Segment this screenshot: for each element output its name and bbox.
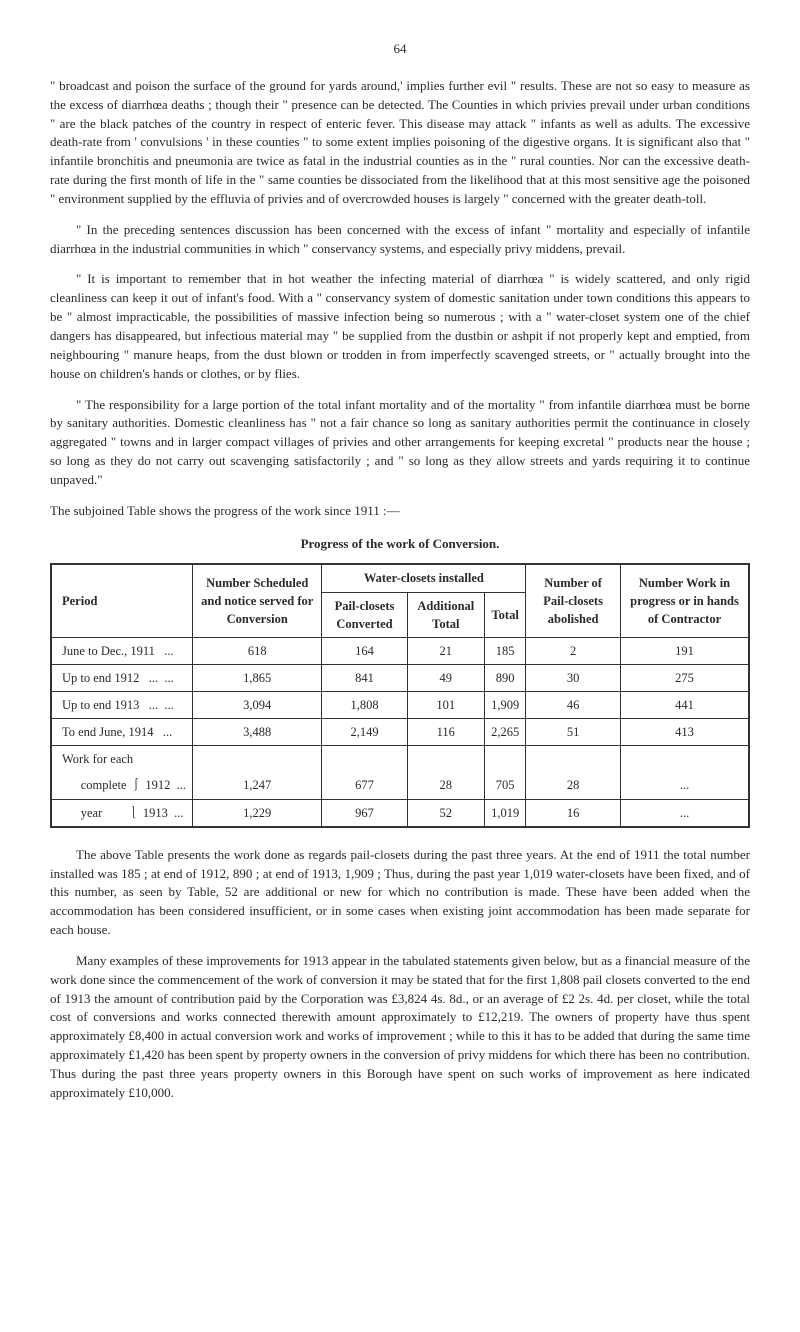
table-cell: 52 bbox=[407, 799, 485, 827]
table-cell: 1,247 bbox=[192, 772, 322, 799]
table-row: complete ⎰ 1912 ...1,2476772870528... bbox=[51, 772, 749, 799]
table-cell bbox=[407, 746, 485, 773]
th-work-in-progress: Number Work in progress or in hands of C… bbox=[621, 564, 749, 637]
paragraph-4: " The responsibility for a large portion… bbox=[50, 396, 750, 490]
table-cell: 21 bbox=[407, 637, 485, 664]
table-cell: 1,909 bbox=[485, 692, 526, 719]
table-row: year ⎱ 1913 ...1,229967521,01916... bbox=[51, 799, 749, 827]
table-row: Up to end 1913 ... ...3,0941,8081011,909… bbox=[51, 692, 749, 719]
paragraph-2: " In the preceding sentences discussion … bbox=[50, 221, 750, 259]
table-cell: 890 bbox=[485, 664, 526, 691]
th-period: Period bbox=[51, 564, 192, 637]
th-additional-total: Additional Total bbox=[407, 592, 485, 637]
table-cell: 116 bbox=[407, 719, 485, 746]
table-cell: 16 bbox=[526, 799, 621, 827]
table-cell: 618 bbox=[192, 637, 322, 664]
table-cell: 28 bbox=[526, 772, 621, 799]
table-row: Work for each bbox=[51, 746, 749, 773]
table-cell: 1,019 bbox=[485, 799, 526, 827]
table-cell: 841 bbox=[322, 664, 407, 691]
paragraph-7: Many examples of these improvements for … bbox=[50, 952, 750, 1103]
th-total: Total bbox=[485, 592, 526, 637]
table-cell: 441 bbox=[621, 692, 749, 719]
table-cell: 1,865 bbox=[192, 664, 322, 691]
table-cell: 2,265 bbox=[485, 719, 526, 746]
paragraph-6: The above Table presents the work done a… bbox=[50, 846, 750, 940]
table-row: To end June, 1914 ...3,4882,1491162,2655… bbox=[51, 719, 749, 746]
th-pail-abolished: Number of Pail-closets abolished bbox=[526, 564, 621, 637]
table-cell: Work for each bbox=[51, 746, 192, 773]
table-cell: June to Dec., 1911 ... bbox=[51, 637, 192, 664]
table-cell: 185 bbox=[485, 637, 526, 664]
table-cell: 2 bbox=[526, 637, 621, 664]
table-cell: 1,229 bbox=[192, 799, 322, 827]
th-pail-converted: Pail-closets Converted bbox=[322, 592, 407, 637]
table-cell: 164 bbox=[322, 637, 407, 664]
table-cell: 705 bbox=[485, 772, 526, 799]
table-cell: 967 bbox=[322, 799, 407, 827]
table-cell: 191 bbox=[621, 637, 749, 664]
table-title: Progress of the work of Conversion. bbox=[50, 535, 750, 554]
table-row: Up to end 1912 ... ...1,8658414989030275 bbox=[51, 664, 749, 691]
table-cell bbox=[621, 746, 749, 773]
paragraph-1: " broadcast and poison the surface of th… bbox=[50, 77, 750, 209]
table-cell: ... bbox=[621, 772, 749, 799]
th-scheduled: Number Scheduled and notice served for C… bbox=[192, 564, 322, 637]
paragraph-3: " It is important to remember that in ho… bbox=[50, 270, 750, 383]
table-cell: complete ⎰ 1912 ... bbox=[51, 772, 192, 799]
table-cell bbox=[485, 746, 526, 773]
table-cell: To end June, 1914 ... bbox=[51, 719, 192, 746]
table-cell: 28 bbox=[407, 772, 485, 799]
table-cell: ... bbox=[621, 799, 749, 827]
table-cell: 51 bbox=[526, 719, 621, 746]
table-cell: 2,149 bbox=[322, 719, 407, 746]
table-cell: 46 bbox=[526, 692, 621, 719]
table-cell: 30 bbox=[526, 664, 621, 691]
table-cell: 677 bbox=[322, 772, 407, 799]
conversion-table: Period Number Scheduled and notice serve… bbox=[50, 563, 750, 827]
table-cell: 275 bbox=[621, 664, 749, 691]
page-number: 64 bbox=[50, 40, 750, 59]
table-cell: 3,094 bbox=[192, 692, 322, 719]
table-cell: Up to end 1912 ... ... bbox=[51, 664, 192, 691]
paragraph-5: The subjoined Table shows the progress o… bbox=[50, 502, 750, 521]
table-cell: 3,488 bbox=[192, 719, 322, 746]
table-cell: Up to end 1913 ... ... bbox=[51, 692, 192, 719]
table-cell: 413 bbox=[621, 719, 749, 746]
table-cell: year ⎱ 1913 ... bbox=[51, 799, 192, 827]
table-row: June to Dec., 1911 ...618164211852191 bbox=[51, 637, 749, 664]
table-cell bbox=[526, 746, 621, 773]
table-cell: 49 bbox=[407, 664, 485, 691]
table-cell: 101 bbox=[407, 692, 485, 719]
th-wc-installed: Water-closets installed bbox=[322, 564, 526, 592]
table-cell bbox=[192, 746, 322, 773]
table-cell: 1,808 bbox=[322, 692, 407, 719]
table-cell bbox=[322, 746, 407, 773]
